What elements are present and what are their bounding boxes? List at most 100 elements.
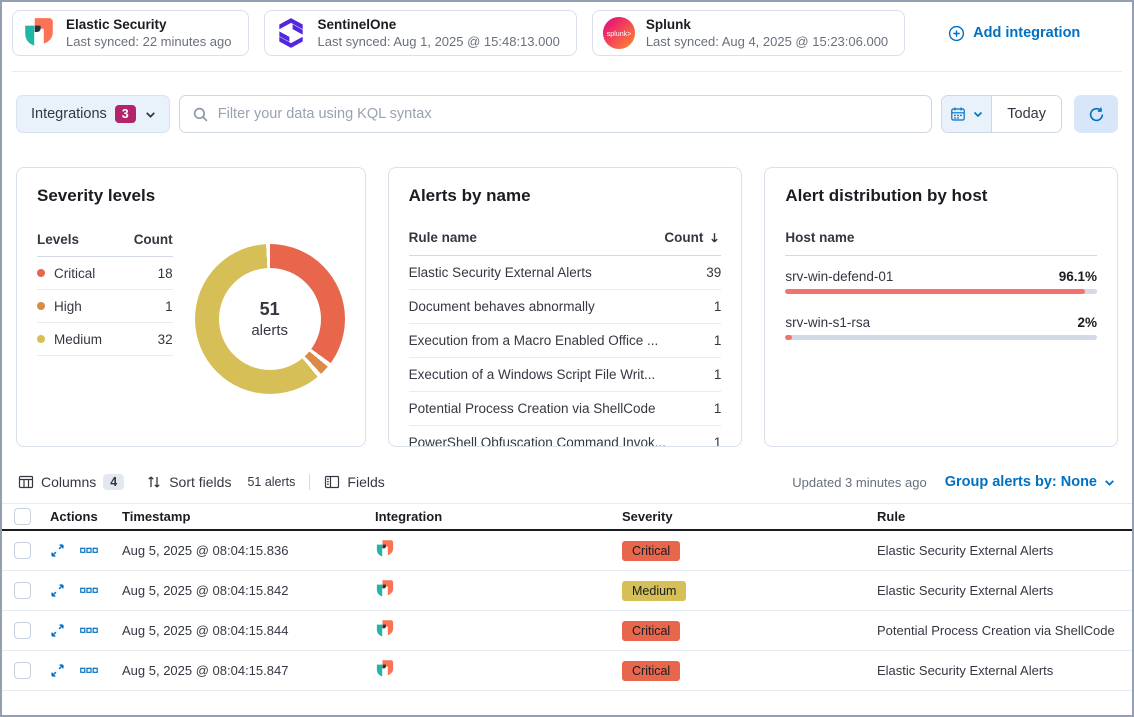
svg-text:splunk>: splunk>	[607, 30, 632, 38]
header-actions: Actions	[50, 509, 98, 524]
donut-total-label: alerts	[251, 322, 289, 339]
host-row[interactable]: srv-win-s1-rsa 2%	[785, 304, 1097, 340]
alert-rule: Elastic Security External Alerts	[877, 583, 1054, 598]
severity-label: Critical	[54, 265, 96, 281]
more-actions-icon[interactable]	[80, 667, 98, 674]
alert-row[interactable]: Aug 5, 2025 @ 08:04:15.836 Critical Elas…	[2, 531, 1132, 571]
fields-button[interactable]: Fields	[324, 474, 385, 490]
host-bar-track	[785, 289, 1097, 294]
severity-levels-panel: Severity levels Levels Count Critical 18…	[16, 167, 366, 447]
card-title: SentinelOne	[317, 17, 397, 32]
high-dot-icon	[37, 302, 45, 310]
severity-badge: Critical	[622, 660, 681, 681]
host-percent: 96.1%	[1058, 269, 1097, 284]
alerts-by-name-row[interactable]: Elastic Security External Alerts 39	[408, 256, 722, 290]
critical-dot-icon	[37, 269, 45, 277]
sort-down-arrow-icon[interactable]	[708, 231, 721, 244]
alert-row[interactable]: Aug 5, 2025 @ 08:04:15.844 Critical Pote…	[2, 611, 1132, 651]
header-timestamp: Timestamp	[122, 509, 191, 524]
refresh-button[interactable]	[1074, 95, 1118, 133]
integration-card-splunk[interactable]: splunk> Splunk Last synced: Aug 4, 2025 …	[591, 10, 906, 56]
rule-count: 1	[713, 299, 722, 314]
alerts-by-name-row[interactable]: Execution from a Macro Enabled Office ..…	[408, 324, 722, 358]
chevron-down-icon	[145, 111, 155, 118]
add-integration-button[interactable]: Add integration	[948, 25, 1080, 42]
integration-cards-row: Elastic Security Last synced: 22 minutes…	[2, 2, 1132, 56]
severity-donut-chart[interactable]: 51 alerts	[194, 244, 345, 394]
sentinelone-icon	[278, 18, 303, 48]
card-title: Splunk	[645, 17, 691, 32]
add-integration-label: Add integration	[973, 25, 1081, 41]
severity-badge: Critical	[622, 620, 681, 641]
more-actions-icon[interactable]	[80, 587, 98, 594]
search-icon	[193, 107, 208, 121]
columns-count-badge: 4	[103, 474, 125, 490]
alert-row[interactable]: Aug 5, 2025 @ 08:04:15.847 Critical Elas…	[2, 651, 1132, 691]
severity-col-levels: Levels	[37, 232, 80, 247]
host-distribution-panel: Alert distribution by host Host name srv…	[764, 167, 1118, 447]
row-checkbox[interactable]	[14, 542, 31, 559]
alert-rule: Potential Process Creation via ShellCode	[877, 623, 1115, 638]
alerts-by-name-row[interactable]: Document behaves abnormally 1	[408, 290, 722, 324]
rule-name: Potential Process Creation via ShellCode	[408, 401, 656, 416]
columns-button[interactable]: Columns 4	[18, 474, 125, 490]
alerts-by-name-row[interactable]: Potential Process Creation via ShellCode…	[408, 392, 722, 426]
expand-alert-icon[interactable]	[50, 583, 65, 598]
kql-search-input[interactable]	[217, 106, 920, 122]
alerts-by-name-row[interactable]: Execution of a Windows Script File Writ.…	[408, 358, 722, 392]
alert-rule: Elastic Security External Alerts	[877, 663, 1054, 678]
alerts-table-header: Actions Timestamp Integration Severity R…	[2, 503, 1132, 531]
severity-label: High	[54, 298, 82, 314]
toolbar-divider	[309, 474, 311, 490]
select-all-checkbox[interactable]	[14, 508, 31, 525]
expand-alert-icon[interactable]	[50, 623, 65, 638]
integration-card-sentinelone[interactable]: SentinelOne Last synced: Aug 1, 2025 @ 1…	[263, 10, 577, 56]
chevron-down-icon	[1105, 479, 1114, 486]
severity-row-high[interactable]: High 1	[37, 290, 173, 323]
elastic-security-icon	[376, 540, 394, 557]
more-actions-icon[interactable]	[80, 627, 98, 634]
severity-count: 18	[157, 265, 173, 281]
host-distribution-table: Host name srv-win-defend-01 96.1% srv-wi…	[785, 230, 1097, 340]
integrations-filter-label: Integrations	[31, 106, 107, 122]
alert-row[interactable]: Aug 5, 2025 @ 08:04:15.842 Medium Elasti…	[2, 571, 1132, 611]
expand-alert-icon[interactable]	[50, 663, 65, 678]
sort-fields-icon	[148, 476, 160, 488]
rule-count: 39	[706, 265, 722, 280]
host-row[interactable]: srv-win-defend-01 96.1%	[785, 258, 1097, 294]
integrations-filter-button[interactable]: Integrations 3	[16, 95, 170, 133]
header-rule: Rule	[877, 509, 906, 524]
kql-search-box[interactable]	[178, 95, 933, 133]
rule-name: PowerShell Obfuscation Command Invok...	[408, 435, 667, 447]
alert-count: 51 alerts	[247, 475, 296, 489]
alerts-by-name-panel: Alerts by name Rule name Count Elastic S…	[387, 167, 743, 447]
alerts-by-name-row-clipped[interactable]: PowerShell Obfuscation Command Invok... …	[408, 426, 722, 447]
rule-name: Execution of a Windows Script File Writ.…	[408, 367, 656, 382]
severity-row-medium[interactable]: Medium 32	[37, 323, 173, 356]
more-actions-icon[interactable]	[80, 547, 98, 554]
donut-total: 51	[259, 299, 280, 319]
panel-title: Alert distribution by host	[785, 186, 988, 205]
today-button[interactable]: Today	[992, 96, 1061, 132]
updated-status: Updated 3 minutes ago	[792, 474, 927, 490]
header-severity: Severity	[622, 509, 673, 524]
severity-row-critical[interactable]: Critical 18	[37, 257, 173, 290]
integration-card-elastic-security[interactable]: Elastic Security Last synced: 22 minutes…	[12, 10, 249, 56]
severity-badge: Critical	[622, 540, 681, 561]
sort-fields-button[interactable]: Sort fields	[146, 474, 231, 490]
severity-label: Medium	[54, 331, 103, 347]
card-title: Elastic Security	[66, 17, 167, 32]
panel-title: Severity levels	[37, 186, 156, 205]
row-checkbox[interactable]	[14, 622, 31, 639]
severity-count: 32	[157, 331, 173, 347]
expand-alert-icon[interactable]	[50, 543, 65, 558]
host-bar-fill	[785, 335, 792, 340]
host-name: srv-win-defend-01	[785, 269, 894, 284]
card-last-synced: Last synced: 22 minutes ago	[66, 34, 232, 49]
row-checkbox[interactable]	[14, 662, 31, 679]
col-host-name: Host name	[785, 230, 855, 245]
group-alerts-by-button[interactable]: Group alerts by: None	[945, 474, 1116, 490]
date-picker-button[interactable]	[942, 96, 993, 132]
row-checkbox[interactable]	[14, 582, 31, 599]
